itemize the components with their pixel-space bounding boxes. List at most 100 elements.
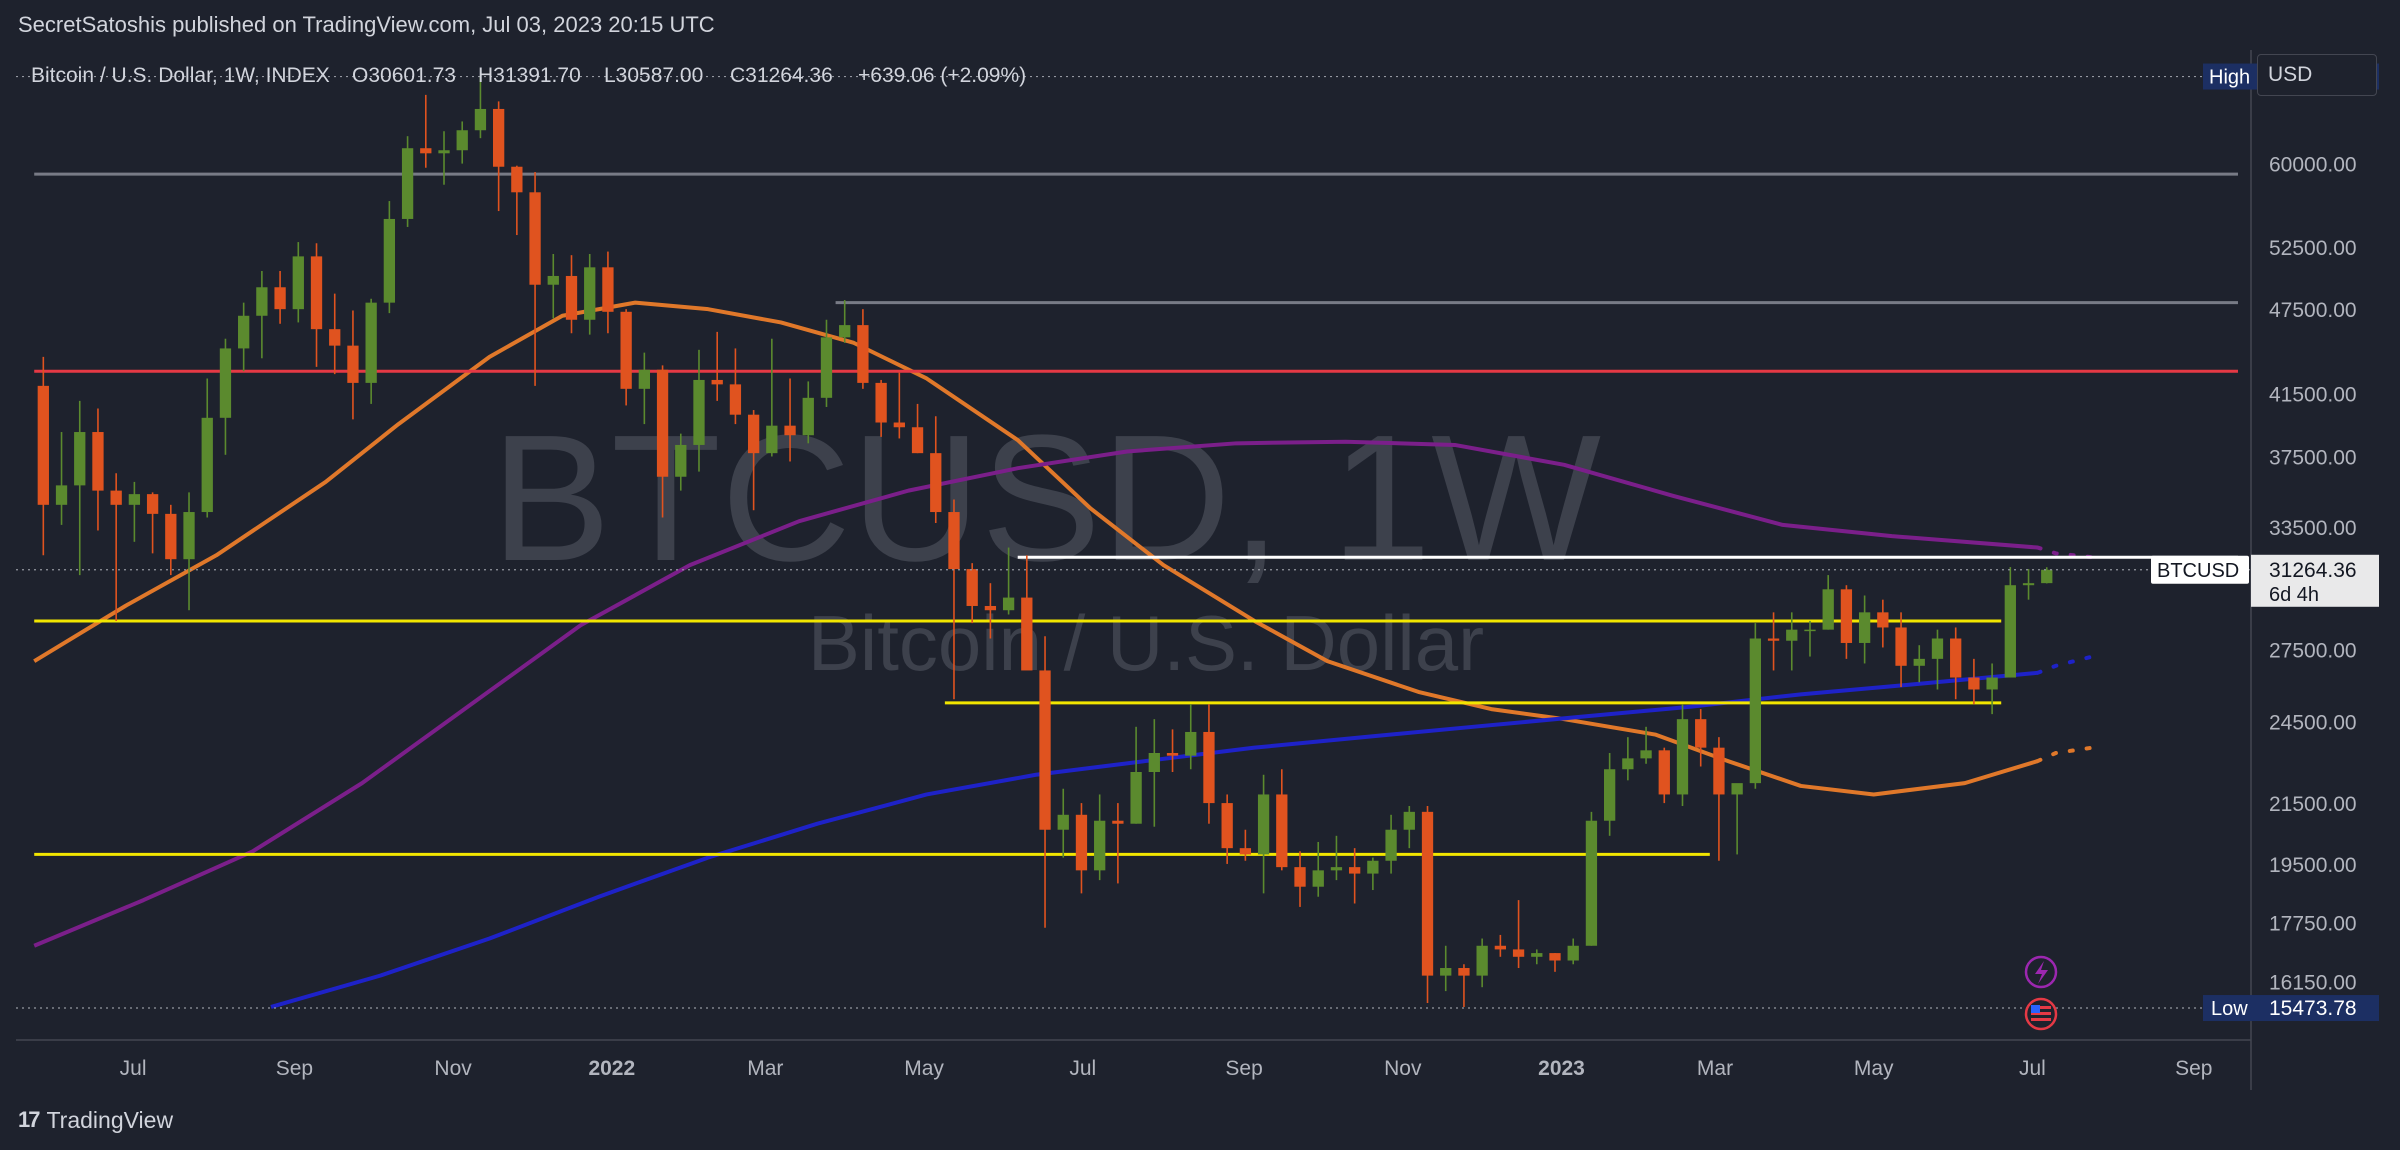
candle — [2041, 567, 2053, 584]
chart-area[interactable]: BTCUSD, 1W Bitcoin / U.S. Dollar Jul Sep N… — [16, 50, 2379, 1090]
candle — [893, 372, 905, 439]
candle — [256, 271, 268, 359]
candle-body — [1549, 953, 1561, 961]
candle-body — [839, 325, 851, 338]
time-tick-label: Sep — [1225, 1057, 1262, 1080]
candle-body — [55, 485, 68, 505]
candle-body — [984, 605, 997, 611]
candle-body — [693, 379, 705, 445]
candle — [1257, 774, 1270, 894]
candle-body — [1622, 758, 1634, 770]
candle-body — [37, 385, 49, 505]
candle — [238, 302, 250, 372]
candle — [584, 253, 596, 335]
price-chart[interactable]: BTCUSD, 1W Bitcoin / U.S. Dollar Jul Sep N… — [16, 50, 2379, 1090]
candle-body — [1913, 658, 1925, 666]
candle — [1549, 953, 1561, 972]
candle — [292, 242, 304, 323]
us-flag-icon[interactable] — [2024, 997, 2058, 1031]
candle — [820, 319, 833, 407]
candle-body — [1440, 968, 1452, 976]
candle — [839, 300, 851, 343]
time-tick-label: Mar — [747, 1057, 783, 1080]
candle-body — [766, 425, 778, 454]
candle-body — [74, 432, 86, 486]
candle-body — [1294, 867, 1306, 887]
price-tick-label: 19500.00 — [2269, 854, 2357, 877]
candle — [1603, 752, 1616, 836]
candle-body — [547, 275, 559, 285]
candle — [55, 432, 68, 525]
legend-change: +639.06 (+2.09%) — [858, 64, 1026, 87]
candle — [675, 433, 687, 491]
high-tag-bg — [2203, 63, 2251, 90]
candle-body — [784, 425, 796, 436]
candle-body — [420, 148, 432, 154]
time-axis[interactable]: Jul Sep Nov 2022 Mar May Jul Sep Nov 2023 Mar May Ju… — [120, 1057, 2213, 1080]
low-value-bg — [2251, 995, 2379, 1022]
candle-body — [675, 444, 687, 477]
candle — [1531, 949, 1543, 965]
price-tick-label: 33500.00 — [2269, 517, 2357, 540]
candle-body — [1713, 747, 1725, 795]
candle — [165, 504, 177, 576]
candle-body — [893, 422, 905, 428]
candle — [1185, 704, 1197, 770]
candle — [1749, 623, 1761, 789]
candle-body — [1858, 612, 1871, 643]
candle-body — [1257, 794, 1270, 855]
candle-body — [2041, 569, 2053, 584]
candle-body — [747, 414, 760, 454]
candle — [1968, 658, 1980, 705]
currency-selector[interactable]: USD — [2257, 54, 2377, 96]
candle-body — [820, 337, 833, 398]
price-tick-label: 47500.00 — [2269, 299, 2357, 322]
brand-name[interactable]: TradingView — [46, 1106, 174, 1133]
candle-body — [584, 267, 596, 320]
candle-body — [1877, 612, 1889, 628]
candle — [1567, 938, 1579, 965]
candle — [1640, 726, 1652, 764]
candle — [1330, 835, 1343, 881]
candle — [1021, 555, 1033, 671]
candle — [1166, 729, 1179, 773]
candle — [1075, 803, 1088, 894]
candle — [1440, 945, 1452, 992]
candle-body — [201, 417, 213, 513]
indicator-icons[interactable] — [2024, 955, 2058, 1031]
candle — [183, 492, 195, 611]
time-tick-label: 2023 — [1538, 1057, 1585, 1080]
candle — [1786, 612, 1798, 671]
candle — [1512, 900, 1525, 969]
lightning-icon[interactable] — [2024, 955, 2058, 989]
candle — [1458, 964, 1470, 1007]
candle-body — [1822, 589, 1834, 630]
candle — [1203, 704, 1215, 824]
candle-body — [1002, 597, 1015, 611]
candle-body — [438, 150, 450, 154]
candle-body — [1276, 794, 1288, 868]
candle-body — [1567, 945, 1579, 961]
candle-body — [802, 397, 814, 436]
candle — [146, 492, 159, 554]
ma-projection-blue — [2035, 654, 2095, 675]
candle — [1239, 829, 1252, 861]
high-low-guides — [16, 75, 2251, 1009]
candle — [1039, 636, 1051, 928]
candle — [1094, 794, 1106, 881]
candle-body — [310, 256, 323, 330]
candle-body — [1130, 772, 1142, 824]
time-tick-label: May — [1854, 1057, 1894, 1080]
candle-body — [1221, 803, 1233, 849]
tradingview-logo-icon[interactable]: 17 — [18, 1107, 41, 1132]
candle-body — [1895, 627, 1907, 666]
price-tick-label: 16150.00 — [2269, 971, 2357, 994]
legend-ohlc-c: C31264.36 — [730, 64, 833, 87]
candle-body — [1021, 597, 1033, 671]
candle — [1840, 585, 1853, 659]
ma-projection-purple — [2035, 545, 2095, 560]
candles — [37, 76, 2053, 1007]
candle-body — [238, 315, 250, 349]
candle-body — [1749, 638, 1761, 784]
candle-body — [1203, 731, 1215, 804]
